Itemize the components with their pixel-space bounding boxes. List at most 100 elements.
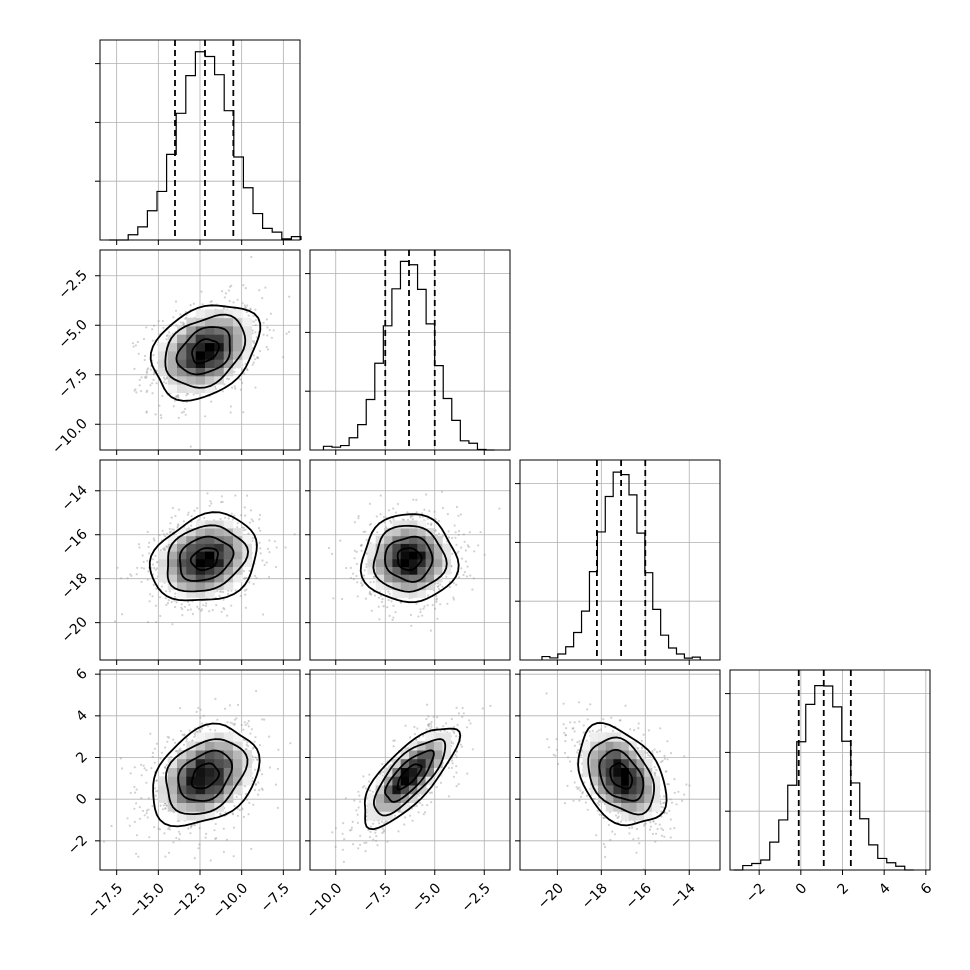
scatter-point — [231, 722, 234, 725]
scatter-point — [453, 524, 456, 527]
density-cell — [417, 566, 426, 575]
density-cell — [195, 535, 206, 544]
density-cell — [223, 574, 234, 583]
scatter-point — [157, 827, 160, 830]
scatter-point — [455, 785, 458, 788]
scatter-point — [434, 529, 437, 532]
density-cell — [367, 566, 377, 575]
scatter-point — [169, 828, 172, 831]
density-cell — [186, 793, 196, 803]
scatter-point — [172, 528, 176, 531]
scatter-point — [174, 395, 178, 399]
scatter-point — [233, 385, 236, 388]
density-cell — [425, 566, 435, 575]
scatter-point — [158, 828, 162, 831]
scatter-point — [136, 340, 139, 344]
density-cell — [195, 367, 206, 377]
density-cell — [205, 551, 215, 560]
scatter-point — [165, 804, 168, 807]
scatter-point — [227, 592, 230, 595]
scatter-point — [458, 576, 461, 579]
scatter-point — [441, 506, 444, 510]
scatter-point — [168, 756, 171, 759]
scatter-point — [388, 592, 391, 596]
density-cell — [177, 750, 187, 760]
scatter-point — [152, 373, 155, 376]
scatter-point — [133, 785, 136, 789]
scatter-point — [143, 814, 146, 817]
scatter-point — [364, 530, 367, 533]
scatter-point — [350, 828, 353, 832]
scatter-point — [246, 741, 249, 744]
density-cell — [205, 351, 215, 360]
scatter-point — [155, 779, 158, 782]
scatter-point — [186, 608, 190, 612]
scatter-point — [381, 827, 384, 830]
density-cell — [205, 326, 215, 335]
density-cell — [205, 384, 215, 393]
scatter-point — [370, 593, 373, 596]
scatter-point — [142, 337, 146, 341]
scatter-point — [240, 723, 243, 727]
scatter-point — [373, 575, 376, 579]
scatter-point — [227, 377, 230, 381]
scatter-point — [243, 577, 246, 580]
scatter-point — [372, 822, 375, 825]
scatter-point — [211, 608, 214, 612]
density-cell — [195, 758, 206, 768]
scatter-point — [206, 492, 209, 495]
scatter-point — [145, 812, 148, 815]
scatter-point — [152, 354, 155, 357]
scatter-point — [439, 603, 442, 606]
scatter-point — [222, 590, 225, 594]
scatter-point — [142, 764, 145, 767]
scatter-point — [250, 847, 253, 851]
scatter-point — [418, 794, 421, 798]
scatter-point — [453, 582, 456, 585]
scatter-point — [169, 522, 172, 525]
scatter-point — [359, 843, 362, 846]
scatter-point — [135, 802, 138, 805]
density-cell — [233, 750, 243, 760]
density-cell — [158, 558, 168, 567]
scatter-point — [158, 404, 161, 407]
scatter-point — [252, 582, 255, 586]
scatter-point — [425, 728, 428, 731]
scatter-point — [467, 545, 470, 549]
scatter-point — [268, 735, 271, 738]
scatter-point — [236, 814, 239, 817]
scatter-point — [455, 583, 458, 587]
scatter-point — [234, 387, 237, 390]
density-cell — [186, 535, 196, 544]
density-cell — [434, 535, 443, 544]
contour-level-3 — [191, 338, 220, 365]
scatter-point — [258, 289, 261, 292]
scatter-point — [155, 567, 159, 570]
scatter-point — [257, 781, 260, 784]
density-cell — [186, 375, 196, 385]
density-cell — [177, 528, 187, 537]
scatter-point — [221, 390, 224, 393]
scatter-point — [149, 732, 152, 735]
density-cell — [233, 326, 243, 335]
density-cell — [186, 384, 196, 393]
contour-level-1 — [164, 738, 249, 816]
density-cell — [167, 776, 178, 786]
scatter-point — [260, 787, 264, 790]
scatter-point — [471, 588, 474, 591]
scatter-point — [394, 611, 397, 614]
scatter-point — [138, 546, 141, 549]
scatter-point — [462, 573, 465, 577]
scatter-point — [250, 728, 253, 731]
scatter-point — [155, 587, 158, 591]
scatter-point — [403, 823, 406, 826]
scatter-point — [196, 605, 199, 608]
scatter-point — [469, 722, 472, 725]
density-cell — [375, 811, 385, 821]
scatter-point — [190, 824, 193, 827]
scatter-point — [381, 598, 384, 601]
scatter-point — [182, 743, 186, 747]
scatter-point — [140, 774, 143, 777]
scatter-point — [368, 836, 372, 839]
